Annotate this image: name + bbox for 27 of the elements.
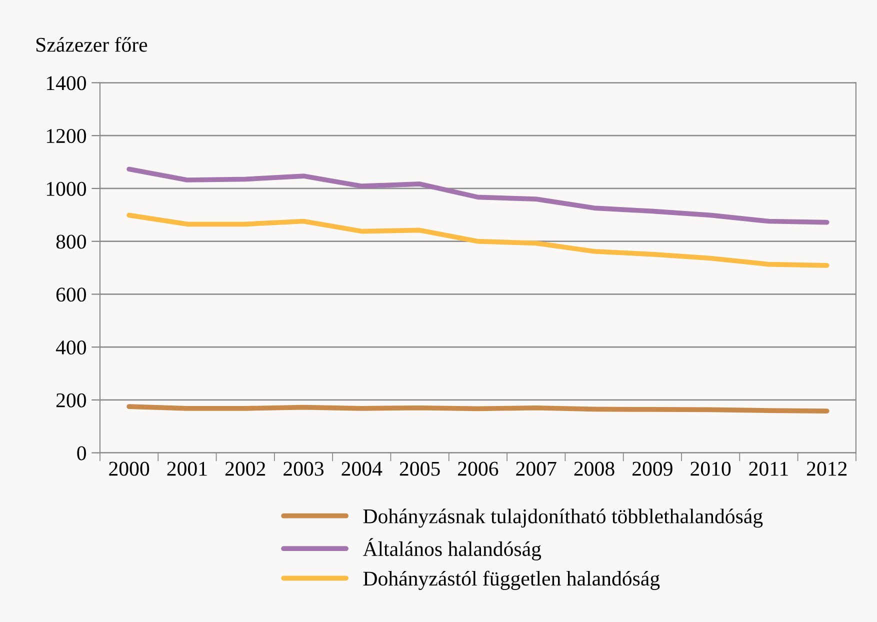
line-series (126, 166, 830, 225)
x-tick-label: 2007 (516, 462, 556, 476)
y-tick-label: 1000 (46, 182, 86, 196)
y-tick-label: 800 (56, 234, 86, 249)
legend-label: Dohányzástól független halandóság (363, 570, 660, 590)
y-tick-label: 600 (56, 288, 86, 302)
x-tick-label: 2002 (225, 462, 266, 476)
legend-label: Dohányzásnak tulajdonítható többlethalandóság (363, 508, 763, 528)
x-tick-label: 2008 (574, 462, 614, 476)
x-tick-label: 2005 (400, 462, 440, 476)
y-tick-label: 400 (56, 340, 86, 355)
x-tick-label: 2012 (806, 462, 847, 476)
x-tick-label: 2009 (632, 462, 672, 476)
legend-label: Általános halandóság (362, 538, 542, 560)
y-tick-label: 1400 (46, 76, 86, 90)
x-tick-label: 2004 (342, 462, 382, 476)
y-axis-title: Százezer főre (36, 36, 148, 52)
y-tick-label: 200 (56, 393, 86, 408)
x-tick-label: 2006 (458, 462, 498, 476)
x-tick-label: 2010 (690, 462, 731, 476)
y-tick-label: 1200 (46, 128, 86, 144)
x-tick-label: 2003 (284, 462, 324, 476)
x-tick-label: 2001 (167, 462, 207, 476)
line-series (126, 212, 830, 268)
y-tick-label: 0 (77, 446, 86, 460)
x-tick-label: 2000 (109, 462, 150, 476)
x-tick-label: 2011 (749, 462, 788, 476)
